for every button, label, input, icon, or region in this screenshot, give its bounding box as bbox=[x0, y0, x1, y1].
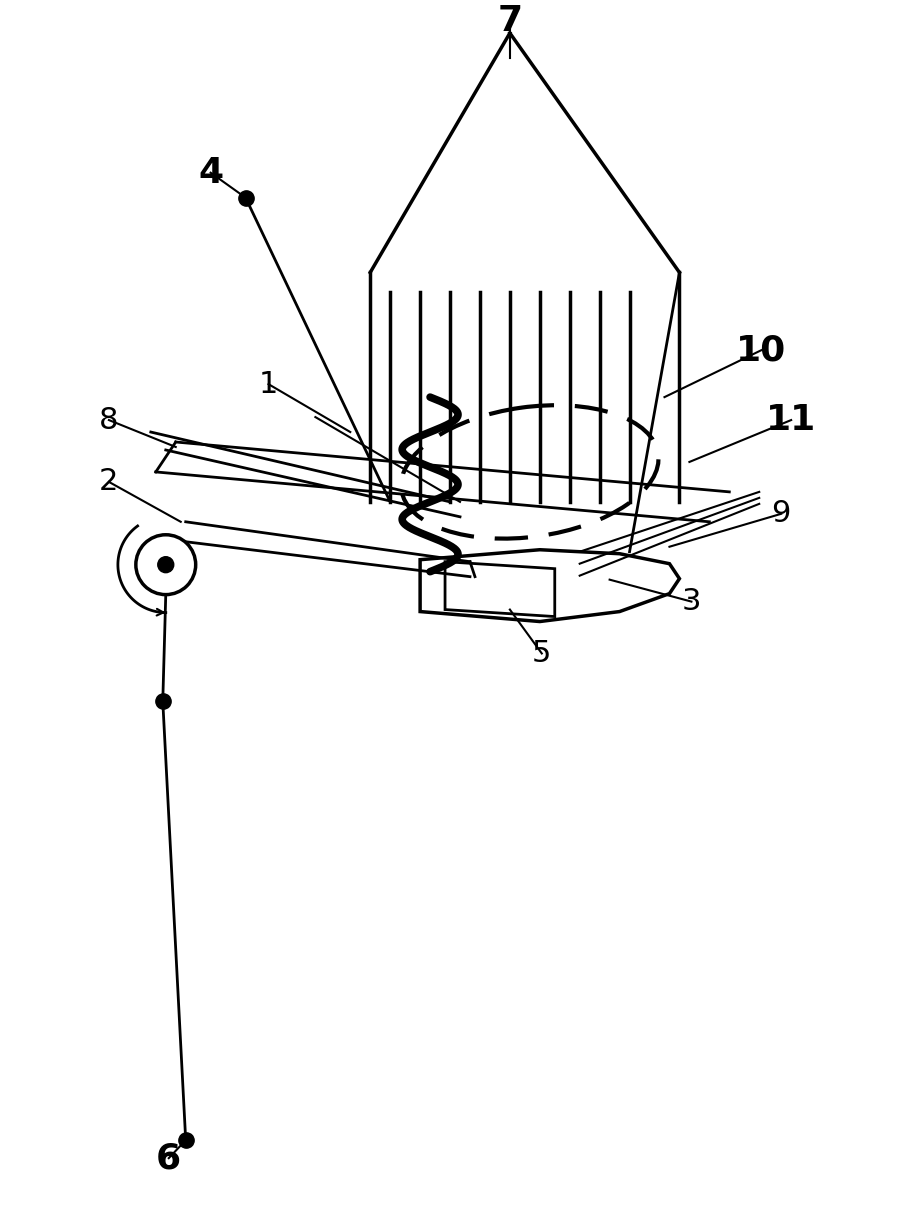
Circle shape bbox=[158, 557, 174, 572]
Text: 3: 3 bbox=[682, 587, 701, 616]
Text: 1: 1 bbox=[259, 369, 278, 398]
Text: 2: 2 bbox=[99, 468, 118, 497]
Text: 11: 11 bbox=[766, 403, 816, 437]
Text: 4: 4 bbox=[198, 156, 224, 190]
Text: 5: 5 bbox=[532, 639, 552, 667]
Text: 10: 10 bbox=[736, 334, 786, 368]
Text: 9: 9 bbox=[772, 499, 791, 529]
Text: 8: 8 bbox=[99, 406, 118, 435]
Text: 7: 7 bbox=[497, 4, 522, 38]
Text: 6: 6 bbox=[156, 1141, 181, 1175]
